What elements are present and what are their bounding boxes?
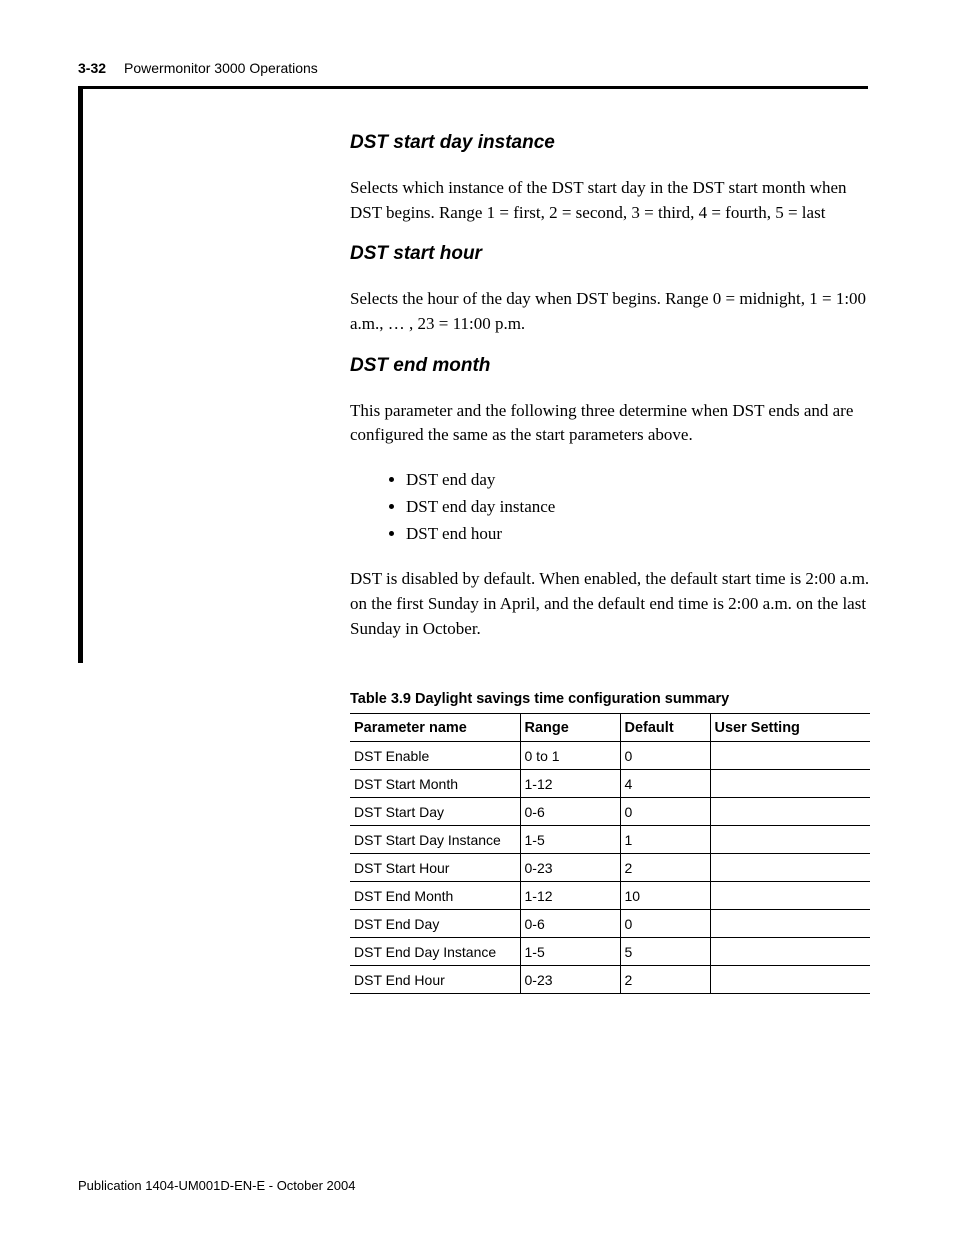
body-paragraph: DST is disabled by default. When enabled… [350,567,870,641]
subhead-dst-start-hour: DST start hour [350,243,870,265]
table-cell: 2 [620,966,710,994]
page-number: 3-32 [78,60,106,76]
table-header-cell: Range [520,714,620,742]
page-header: 3-32 Powermonitor 3000 Operations [78,60,878,76]
table-cell: 5 [620,938,710,966]
table-cell [710,770,870,798]
bullet-list: DST end day DST end day instance DST end… [406,466,870,548]
table-cell: DST Start Day Instance [350,826,520,854]
table-cell: 10 [620,882,710,910]
table-header-cell: User Setting [710,714,870,742]
table-cell: DST End Day [350,910,520,938]
footer-text: Publication 1404-UM001D-EN-E - October 2… [78,1178,355,1193]
table-row: DST Enable0 to 10 [350,742,870,770]
table-row: DST Start Hour0-232 [350,854,870,882]
table-row: DST Start Day Instance1-51 [350,826,870,854]
table-cell [710,854,870,882]
table-caption: Table 3.9 Daylight savings time configur… [350,691,870,707]
table-row: DST Start Day0-60 [350,798,870,826]
table-cell: 4 [620,770,710,798]
table-cell: 0 [620,910,710,938]
header-title: Powermonitor 3000 Operations [124,60,318,76]
table-header-cell: Default [620,714,710,742]
table-header-cell: Parameter name [350,714,520,742]
table-cell [710,910,870,938]
header-rule [78,86,868,89]
subhead-dst-start-day-instance: DST start day instance [350,132,870,154]
table-cell: DST Start Day [350,798,520,826]
table-cell: DST End Month [350,882,520,910]
table-cell [710,826,870,854]
table-cell: 1 [620,826,710,854]
list-item: DST end day instance [406,493,870,520]
body-paragraph: Selects the hour of the day when DST beg… [350,287,870,336]
table-row: DST End Hour0-232 [350,966,870,994]
table-cell: 2 [620,854,710,882]
table-cell [710,798,870,826]
table-cell: 1-12 [520,882,620,910]
dst-config-table: Parameter name Range Default User Settin… [350,713,870,994]
table-cell: 0-23 [520,966,620,994]
table-cell: 1-12 [520,770,620,798]
list-item: DST end day [406,466,870,493]
table-cell: 0 to 1 [520,742,620,770]
table-cell: 0 [620,742,710,770]
table-cell: 0 [620,798,710,826]
table-row: DST End Day0-60 [350,910,870,938]
table-cell: 0-6 [520,798,620,826]
table-row: DST End Day Instance1-55 [350,938,870,966]
table-cell: DST Start Hour [350,854,520,882]
table-cell [710,938,870,966]
table-row: DST Start Month1-124 [350,770,870,798]
table-cell [710,882,870,910]
table-cell [710,966,870,994]
table-cell: DST Enable [350,742,520,770]
table-row: DST End Month1-1210 [350,882,870,910]
list-item: DST end hour [406,520,870,547]
content-area: DST start day instance Selects which ins… [350,132,870,994]
table-cell [710,742,870,770]
table-cell: 0-6 [520,910,620,938]
table-cell: 0-23 [520,854,620,882]
side-bar [78,89,83,663]
subhead-dst-end-month: DST end month [350,355,870,377]
table-cell: DST Start Month [350,770,520,798]
table-header-row: Parameter name Range Default User Settin… [350,714,870,742]
table-cell: 1-5 [520,938,620,966]
table-cell: DST End Hour [350,966,520,994]
table-cell: 1-5 [520,826,620,854]
body-paragraph: This parameter and the following three d… [350,399,870,448]
table-cell: DST End Day Instance [350,938,520,966]
body-paragraph: Selects which instance of the DST start … [350,176,870,225]
